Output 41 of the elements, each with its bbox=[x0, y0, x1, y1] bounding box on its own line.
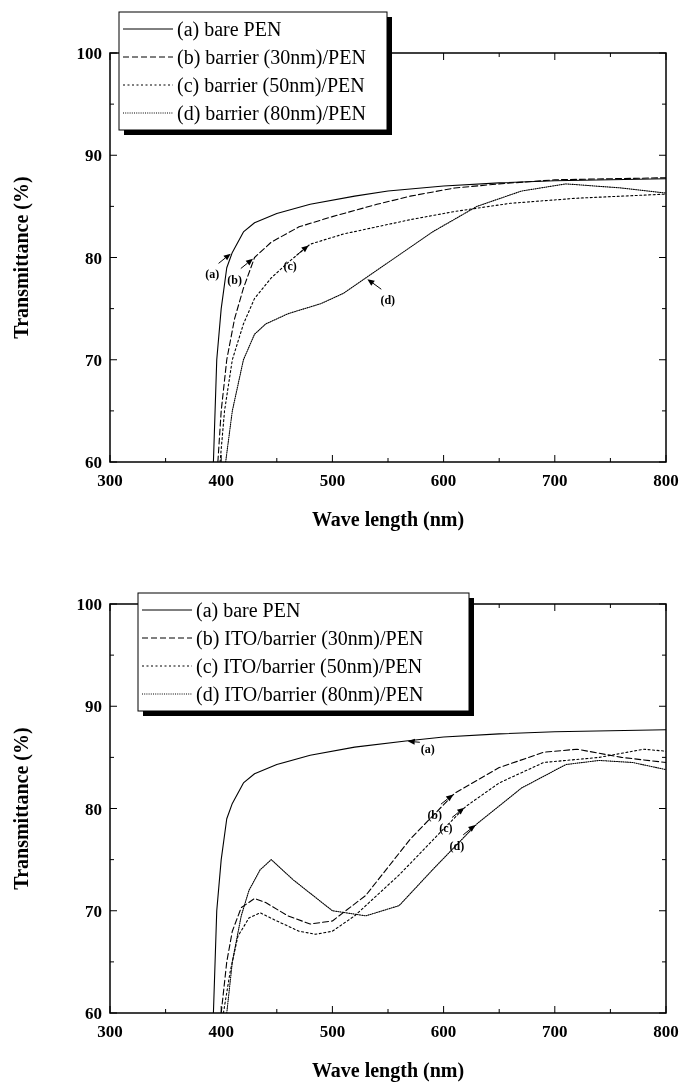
annotation: (c) bbox=[283, 259, 297, 274]
legend-label: (a) bare PEN bbox=[177, 18, 282, 41]
x-tick-label: 300 bbox=[97, 471, 123, 490]
y-tick-label: 100 bbox=[76, 44, 102, 63]
y-axis-title: Transmittance (%) bbox=[10, 727, 33, 890]
y-tick-label: 60 bbox=[85, 1004, 102, 1023]
y-tick-label: 90 bbox=[85, 697, 102, 717]
y-tick-label: 80 bbox=[85, 248, 102, 268]
x-tick-label: 400 bbox=[208, 1022, 234, 1041]
x-tick-label: 700 bbox=[542, 471, 568, 490]
x-tick-label: 300 bbox=[97, 1022, 123, 1041]
y-tick-label: 90 bbox=[85, 146, 102, 166]
x-tick-label: 600 bbox=[430, 1022, 457, 1041]
y-tick-label: 100 bbox=[76, 595, 102, 614]
x-tick-label: 700 bbox=[542, 1022, 568, 1041]
x-axis-title: Wave length (nm) bbox=[311, 508, 465, 531]
x-axis-title: Wave length (nm) bbox=[311, 1059, 465, 1082]
y-tick-label: 70 bbox=[85, 350, 102, 370]
y-tick-label: 60 bbox=[85, 453, 102, 472]
legend-label: (c) barrier (50nm)/PEN bbox=[177, 74, 365, 97]
legend-label: (d) barrier (80nm)/PEN bbox=[177, 102, 366, 125]
legend-label: (d) ITO/barrier (80nm)/PEN bbox=[196, 683, 424, 706]
x-tick-label: 400 bbox=[208, 471, 234, 490]
y-tick-label: 70 bbox=[85, 901, 102, 921]
annotation: (d) bbox=[380, 292, 396, 307]
legend-label: (b) ITO/barrier (30nm)/PEN bbox=[196, 627, 424, 650]
annotation: (a) bbox=[420, 742, 435, 757]
y-axis-title: Transmittance (%) bbox=[10, 176, 33, 339]
x-tick-label: 500 bbox=[319, 1022, 346, 1041]
annotation: (c) bbox=[439, 821, 453, 836]
x-tick-label: 800 bbox=[653, 471, 679, 490]
annotation: (a) bbox=[205, 267, 220, 282]
annotation: (b) bbox=[427, 808, 443, 823]
x-tick-label: 800 bbox=[653, 1022, 679, 1041]
x-tick-label: 600 bbox=[430, 471, 457, 490]
y-tick-label: 80 bbox=[85, 799, 102, 819]
legend-label: (b) barrier (30nm)/PEN bbox=[177, 46, 366, 69]
annotation: (b) bbox=[227, 272, 242, 287]
legend-label: (c) ITO/barrier (50nm)/PEN bbox=[196, 655, 423, 678]
legend-label: (a) bare PEN bbox=[196, 599, 301, 622]
x-tick-label: 500 bbox=[319, 471, 346, 490]
